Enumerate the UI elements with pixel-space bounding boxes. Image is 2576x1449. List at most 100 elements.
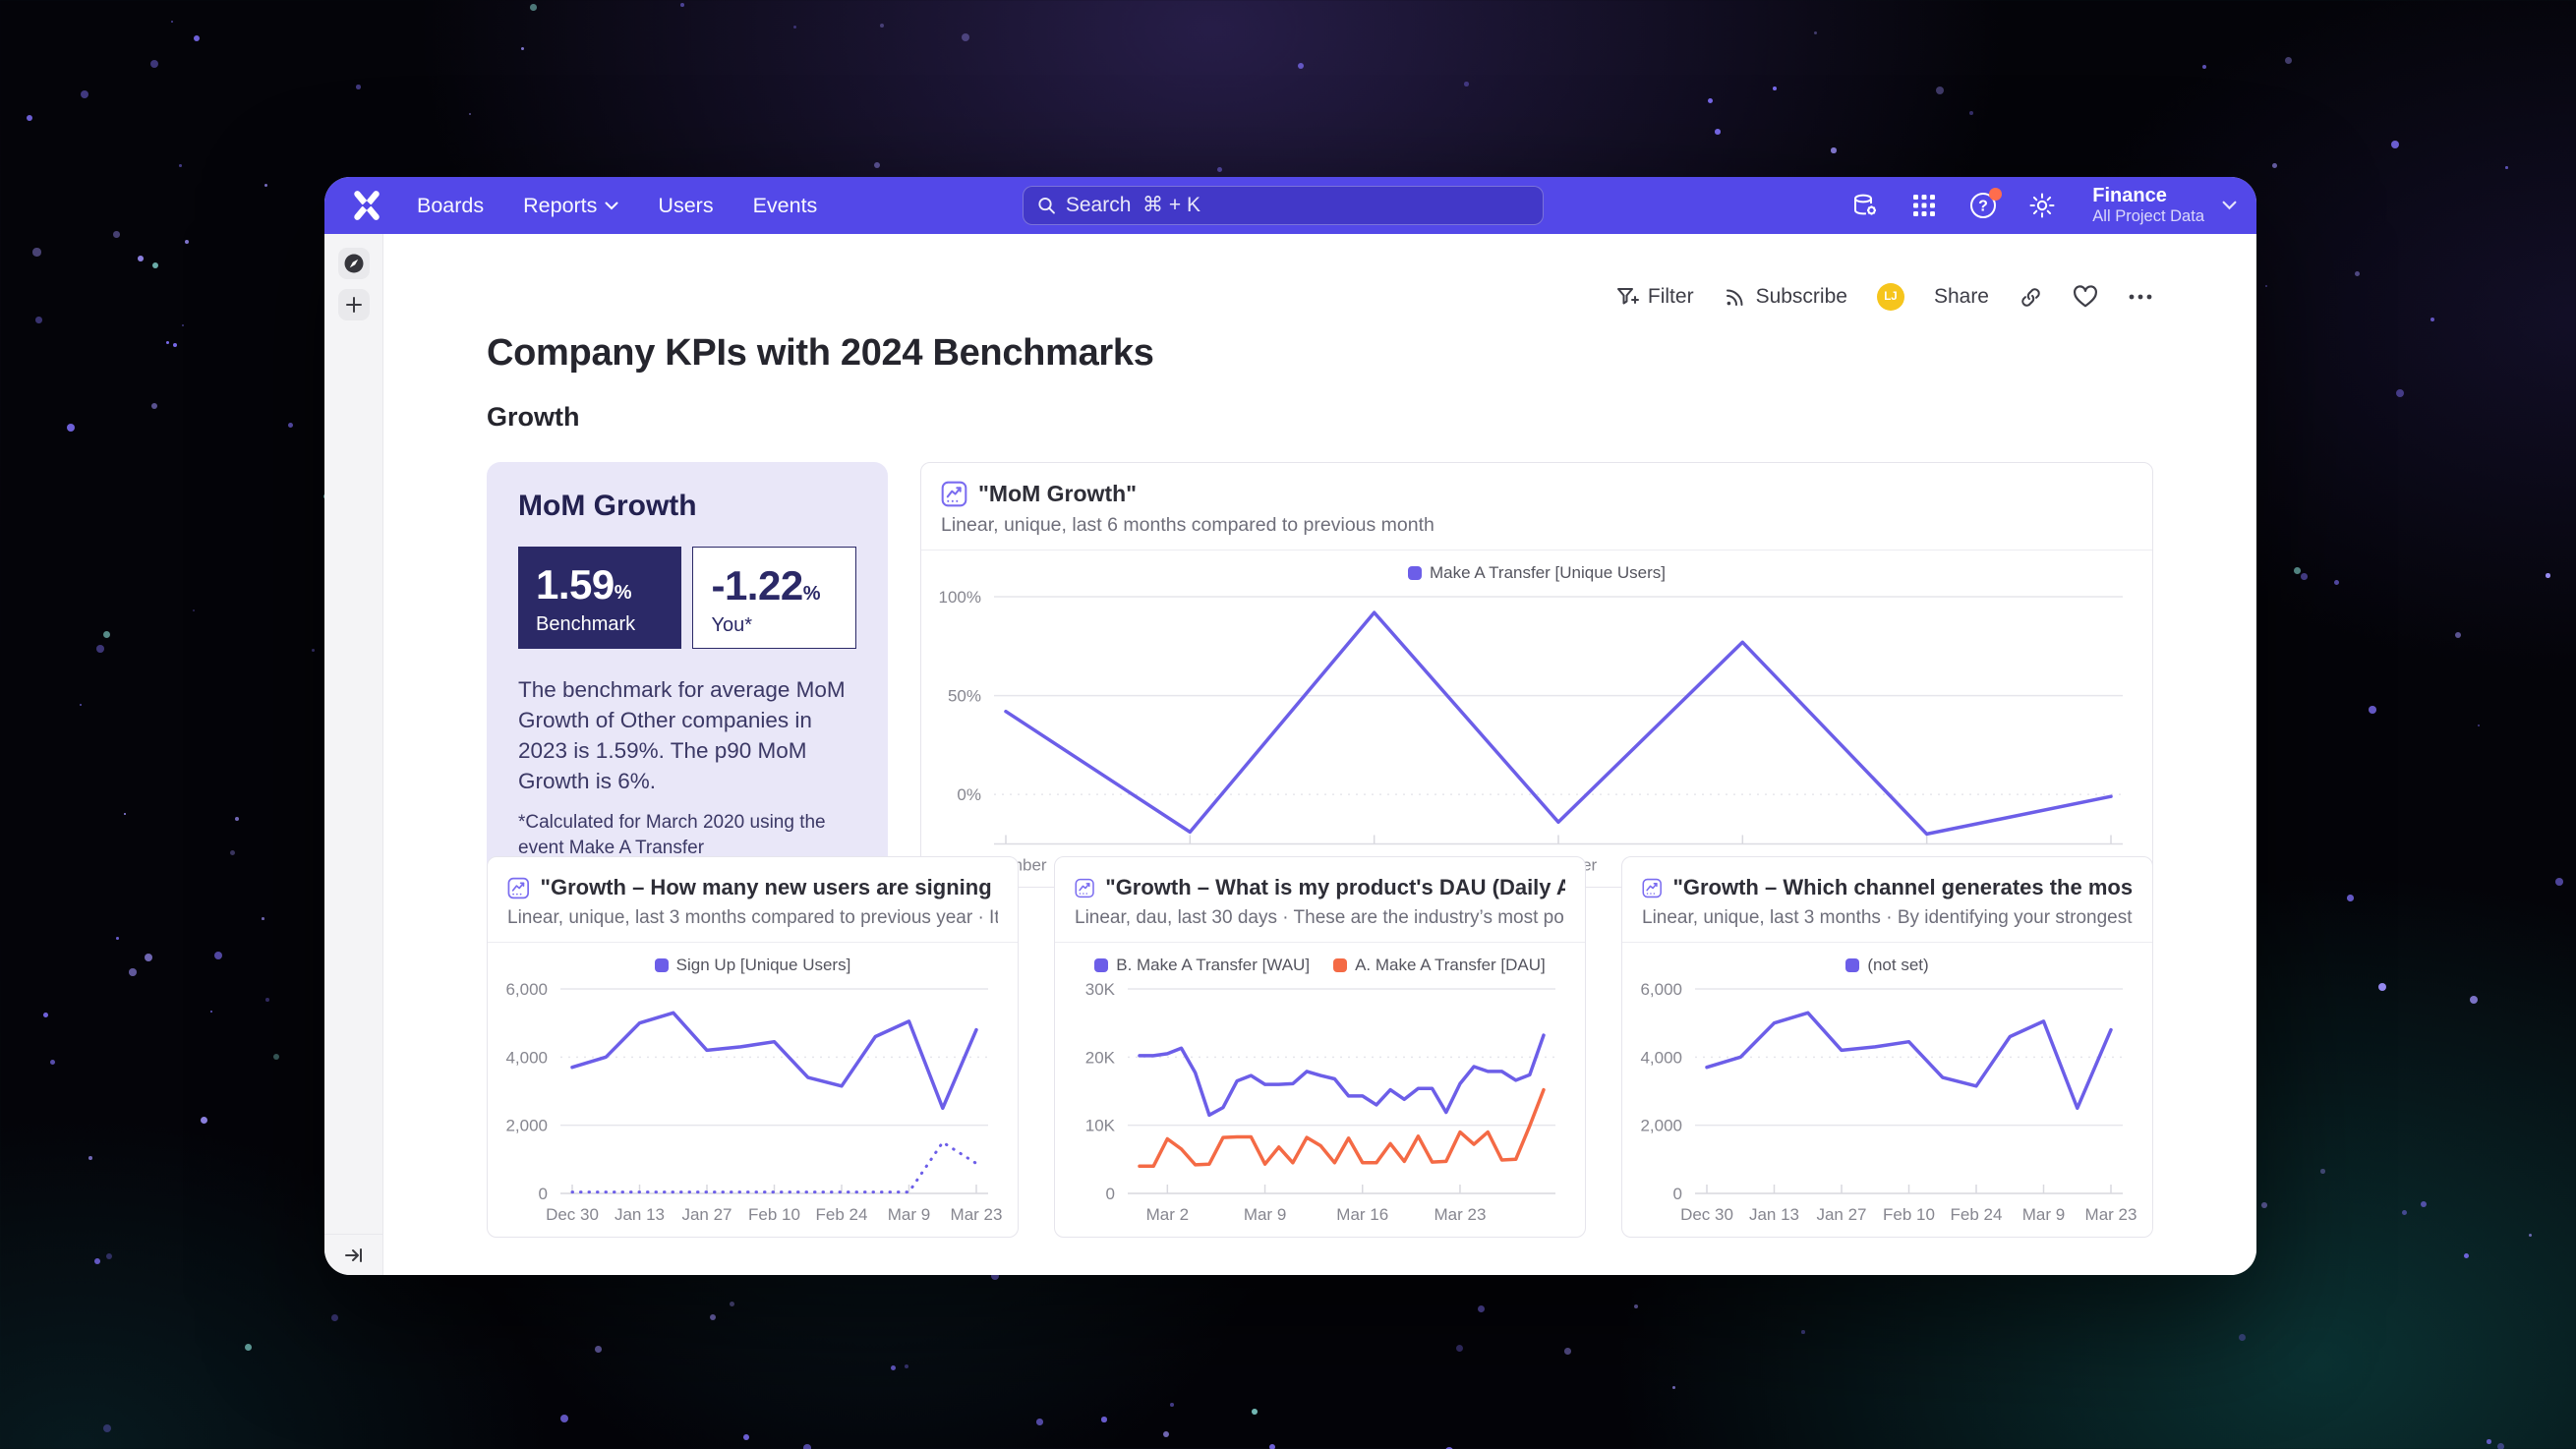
settings-gear-icon[interactable] — [2025, 189, 2059, 222]
background-dot — [1773, 87, 1777, 90]
background-dot — [103, 1424, 112, 1433]
background-dot — [106, 1253, 112, 1259]
channels-line-chart[interactable]: 6,000 4,000 2,000 0 Dec 30 Jan 13 Jan 27 Feb 10… — [1628, 977, 2138, 1231]
signups-line-chart[interactable]: 6,000 4,000 2,000 0 Dec 30 Jan 13 Jan 27 Feb 10… — [494, 977, 1004, 1231]
chart-title[interactable]: "Growth – Which channel generates the mo… — [1672, 875, 2133, 899]
background-dot — [210, 1011, 213, 1014]
svg-text:4,000: 4,000 — [505, 1048, 548, 1067]
background-dot — [185, 240, 190, 245]
global-search[interactable] — [1023, 186, 1544, 225]
background-dot — [2396, 389, 2405, 398]
mom-growth-benchmark-card[interactable]: MoM Growth 1.59% Benchmark -1.22% You* T… — [487, 462, 888, 889]
background-dot — [288, 423, 294, 429]
expand-sidebar-button[interactable] — [324, 1234, 382, 1275]
background-dot — [312, 649, 316, 653]
copy-link-button[interactable] — [2019, 285, 2043, 310]
benchmark-description: The benchmark for average MoM Growth of … — [518, 677, 846, 794]
svg-text:Mar 9: Mar 9 — [888, 1205, 930, 1224]
background-dot — [43, 1013, 48, 1017]
share-button[interactable]: Share — [1934, 285, 1989, 309]
legend-item[interactable]: (not set) — [1845, 956, 1929, 975]
chart-title[interactable]: "Growth – What is my product's DAU (Dail… — [1105, 875, 1565, 899]
background-dot — [2265, 285, 2268, 288]
legend-item[interactable]: B. Make A Transfer [WAU] — [1094, 956, 1310, 975]
background-dot — [2455, 632, 2462, 639]
chart-card-dau[interactable]: "Growth – What is my product's DAU (Dail… — [1054, 856, 1586, 1238]
svg-text:0: 0 — [1106, 1185, 1115, 1203]
avatar[interactable]: LJ — [1876, 283, 1904, 311]
favorite-button[interactable] — [2073, 285, 2098, 309]
background-dot — [80, 704, 83, 707]
nav-item-users[interactable]: Users — [658, 193, 714, 217]
project-switcher[interactable]: Finance All Project Data — [2092, 184, 2237, 227]
background-dot — [530, 4, 537, 11]
legend-item[interactable]: Sign Up [Unique Users] — [654, 956, 850, 975]
background-dot — [262, 917, 264, 920]
background-dot — [2464, 1253, 2469, 1258]
background-dot — [2470, 996, 2479, 1005]
background-dot — [179, 164, 182, 167]
more-options-button[interactable] — [2128, 293, 2153, 301]
benchmark-footnote: *Calculated for March 2020 using the eve… — [518, 812, 826, 858]
subscribe-label: Subscribe — [1755, 285, 1847, 308]
background-dot — [67, 424, 75, 432]
nav-item-events[interactable]: Events — [752, 193, 818, 217]
background-dot — [2202, 65, 2207, 70]
benchmark-card-title: MoM Growth — [518, 490, 697, 522]
page-title: Company KPIs with 2024 Benchmarks — [487, 332, 1154, 374]
background-dot — [891, 1365, 897, 1371]
chart-title[interactable]: "MoM Growth" — [978, 481, 1138, 506]
svg-text:10K: 10K — [1085, 1117, 1116, 1135]
notification-dot — [1989, 187, 2003, 201]
report-icon — [941, 481, 967, 507]
svg-text:Feb 10: Feb 10 — [1883, 1205, 1935, 1224]
apps-grid-icon[interactable] — [1907, 189, 1941, 222]
chart-card-mom-growth[interactable]: "MoM Growth" Linear, unique, last 6 mont… — [920, 462, 2153, 889]
dau-line-chart[interactable]: 30K 20K 10K 0 Mar 2 Mar 9 Mar 16 Mar 23 — [1061, 977, 1571, 1231]
chart-title[interactable]: "Growth – How many new users are signing… — [540, 875, 998, 899]
background-dot — [2347, 895, 2354, 901]
svg-text:Mar 2: Mar 2 — [1146, 1205, 1189, 1224]
background-dot — [2391, 141, 2399, 148]
boards-home-button[interactable] — [337, 248, 370, 279]
svg-text:Jan 13: Jan 13 — [615, 1205, 665, 1224]
chart-card-signups[interactable]: "Growth – How many new users are signing… — [487, 856, 1019, 1238]
benchmark-value: 1.59 — [536, 561, 615, 608]
legend-swatch — [1094, 958, 1109, 972]
chevron-down-icon — [605, 202, 618, 209]
nav-item-reports[interactable]: Reports — [523, 194, 618, 218]
help-icon[interactable]: ? — [1966, 187, 2003, 222]
background-dot — [2301, 573, 2308, 580]
background-dot — [521, 47, 525, 51]
mixpanel-logo-icon[interactable] — [350, 189, 383, 222]
background-dot — [1936, 87, 1945, 95]
data-connections-icon[interactable] — [1848, 189, 1882, 222]
nav-item-boards[interactable]: Boards — [417, 193, 485, 217]
background-dot — [356, 85, 361, 89]
you-value-box: -1.22% You* — [692, 547, 856, 649]
background-dot — [116, 937, 119, 940]
background-dot — [2497, 1443, 2505, 1449]
svg-text:0%: 0% — [957, 785, 981, 804]
filter-button[interactable]: Filter — [1615, 285, 1694, 309]
background-dot — [2555, 878, 2563, 886]
search-input[interactable] — [1065, 194, 1529, 217]
background-dot — [94, 1258, 100, 1264]
legend-swatch — [1845, 958, 1860, 972]
add-board-button[interactable] — [337, 289, 370, 320]
chart-card-channels[interactable]: "Growth – Which channel generates the mo… — [1621, 856, 2153, 1238]
plus-icon — [345, 297, 362, 313]
legend-item[interactable]: A. Make A Transfer [DAU] — [1333, 956, 1546, 975]
background-dot — [1708, 98, 1714, 104]
svg-text:Feb 24: Feb 24 — [1951, 1205, 2003, 1224]
mom-growth-line-chart[interactable]: 100%50%0%SeptemberOctoberNovemberDecembe… — [927, 585, 2138, 881]
background-dot — [1269, 1444, 1276, 1449]
background-dot — [138, 256, 144, 261]
legend-item[interactable]: Make A Transfer [Unique Users] — [1408, 563, 1666, 583]
filter-label: Filter — [1647, 285, 1694, 308]
subscribe-button[interactable]: Subscribe — [1724, 285, 1847, 309]
legend-swatch — [654, 958, 669, 972]
collapse-sidebar-icon — [344, 1247, 362, 1262]
background-dot — [469, 113, 472, 116]
background-dot — [1801, 1330, 1805, 1334]
